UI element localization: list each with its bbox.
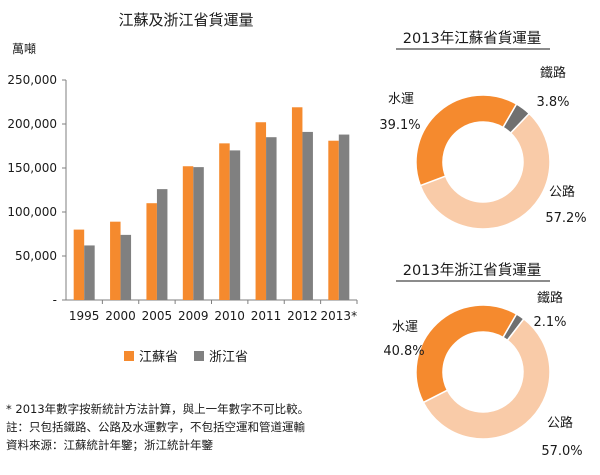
x-tick-label: 2013* xyxy=(321,309,358,323)
y-tick-label: 100,000 xyxy=(7,205,57,219)
donut-title: 2013年江蘇省貨運量 xyxy=(403,30,541,47)
legend-swatch xyxy=(124,351,134,361)
donut-title: 2013年浙江省貨運量 xyxy=(403,262,541,279)
bar-zhejiang xyxy=(120,234,132,300)
slice-label: 水運 xyxy=(392,320,418,335)
legend-label: 江蘇省 xyxy=(139,350,178,365)
bar-zhejiang xyxy=(156,189,168,300)
x-tick-label: 2011 xyxy=(251,309,282,323)
bar-jiangsu xyxy=(110,221,121,300)
bar-jiangsu xyxy=(328,140,339,300)
x-tick-label: 2005 xyxy=(142,309,173,323)
slice-label: 公路 xyxy=(547,415,573,431)
bar-zhejiang xyxy=(338,134,350,300)
slice-value: 2.1% xyxy=(533,315,566,330)
slice-value: 39.1% xyxy=(379,118,420,133)
donut-slice xyxy=(422,317,551,440)
slice-label: 公路 xyxy=(549,184,575,200)
bar-zhejiang xyxy=(229,150,241,300)
slice-value: 57.0% xyxy=(541,444,582,459)
donut-slice xyxy=(415,94,518,187)
y-axis-unit-label: 萬噸 xyxy=(12,42,36,56)
footnotes: * 2013年數字按新統計方法計算，與上一年數字不可比較。 註：只包括鐵路、公路… xyxy=(6,400,398,454)
bar-zhejiang xyxy=(84,245,95,300)
y-tick-label: 50,000 xyxy=(15,249,57,263)
slice-value: 3.8% xyxy=(536,95,569,110)
slice-label: 鐵路 xyxy=(537,290,563,306)
y-tick-label: 250,000 xyxy=(7,73,57,87)
slice-value: 40.8% xyxy=(383,344,424,359)
x-tick-label: 2009 xyxy=(178,309,209,323)
x-tick-label: 2010 xyxy=(214,309,245,323)
bar-chart-title: 江蘇及浙江省貨運量 xyxy=(118,11,253,29)
bar-jiangsu xyxy=(73,229,85,300)
x-tick-label: 2000 xyxy=(105,309,136,323)
bar-zhejiang xyxy=(193,167,204,300)
footnote-scope: 註：只包括鐵路、公路及水運數字，不包括空運和管道運輸 xyxy=(6,420,305,434)
x-tick-label: 1995 xyxy=(69,309,100,323)
slice-label: 鐵路 xyxy=(540,65,566,81)
y-tick-label: 150,000 xyxy=(7,161,57,175)
footnote-source: 資料來源：江蘇統計年鑒；浙江統計年鑒 xyxy=(6,438,213,452)
y-tick-label: 200,000 xyxy=(7,117,57,131)
x-tick-label: 2012 xyxy=(287,309,318,323)
legend-swatch xyxy=(194,351,204,361)
bar-jiangsu xyxy=(291,107,303,300)
bar-zhejiang xyxy=(302,131,313,300)
bar-jiangsu xyxy=(219,143,230,300)
slice-label: 水運 xyxy=(388,92,414,107)
bar-jiangsu xyxy=(146,203,157,300)
bar-jiangsu xyxy=(255,122,267,301)
bar-zhejiang xyxy=(266,137,277,300)
donut-slice xyxy=(419,112,551,230)
footnote-revision: * 2013年數字按新統計方法計算，與上一年數字不可比較。 xyxy=(6,402,310,416)
donut-slice xyxy=(415,304,518,404)
y-tick-label: - xyxy=(53,293,57,307)
slice-value: 57.2% xyxy=(545,211,586,226)
bar-jiangsu xyxy=(182,166,194,300)
legend-label: 浙江省 xyxy=(209,350,248,365)
